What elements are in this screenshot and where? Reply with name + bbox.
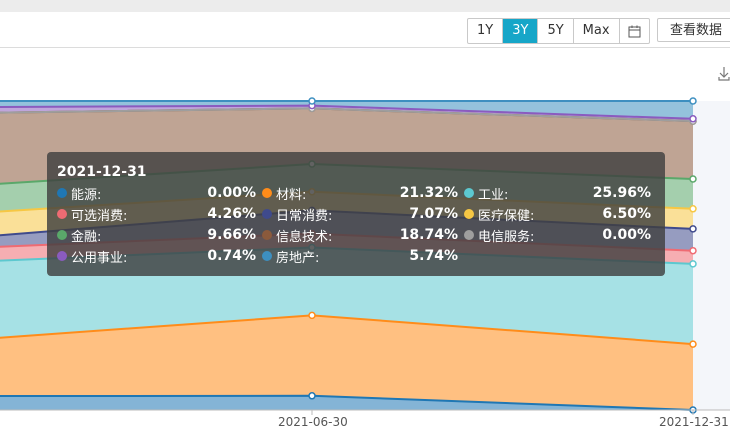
tooltip-item-name: 医疗保健: [478, 208, 535, 224]
tooltip-item-name: 材料: [276, 187, 307, 203]
tooltip-item-name: 金融: [71, 229, 102, 245]
area-series [0, 315, 693, 410]
legend-dot-icon [57, 230, 67, 240]
top-strip [0, 0, 730, 12]
legend-dot-icon [464, 209, 474, 219]
tooltip-item: 医疗保健: 6.50% [464, 205, 657, 224]
tooltip-item: 公用事业: 0.74% [57, 247, 262, 266]
tooltip-item: 可选消费: 4.26% [57, 205, 262, 224]
download-icon[interactable] [718, 66, 730, 82]
x-tick-label: 2021-06-30 [278, 415, 348, 429]
data-point[interactable] [689, 115, 697, 123]
tooltip-item-value: 6.50% [602, 206, 651, 222]
plot-bg-right [693, 101, 730, 410]
tooltip-item-value: 4.26% [207, 206, 256, 222]
data-point[interactable] [689, 205, 697, 213]
tooltip-item-name: 房地产: [276, 250, 320, 266]
range-selector: 1Y 3Y 5Y Max [467, 18, 650, 44]
tooltip-item: 日常消费: 7.07% [262, 205, 464, 224]
tooltip-item-name: 能源: [71, 187, 102, 203]
tooltip-item-value: 25.96% [592, 185, 651, 201]
tooltip-item-value: 9.66% [207, 227, 256, 243]
tooltip-item: 工业: 25.96% [464, 184, 657, 203]
tooltip-item-name: 可选消费: [71, 208, 128, 224]
legend-dot-icon [262, 209, 272, 219]
legend-dot-icon [57, 251, 67, 261]
area-series [0, 395, 693, 410]
tooltip-item: 能源: 0.00% [57, 184, 262, 203]
legend-dot-icon [464, 188, 474, 198]
legend-dot-icon [464, 230, 474, 240]
legend-dot-icon [57, 209, 67, 219]
data-point[interactable] [689, 246, 697, 255]
tooltip-item-value: 5.74% [409, 248, 458, 264]
tooltip-item-value: 0.00% [602, 227, 651, 243]
tooltip-item: 信息技术: 18.74% [262, 226, 464, 245]
view-data-button[interactable]: 查看数据 [657, 18, 730, 42]
tooltip-item-name: 信息技术: [276, 229, 333, 245]
data-point[interactable] [689, 260, 697, 268]
tooltip-item-name: 日常消费: [276, 208, 333, 224]
legend-dot-icon [57, 188, 67, 198]
range-1y-button[interactable]: 1Y [468, 19, 504, 43]
data-point[interactable] [308, 392, 316, 400]
data-point[interactable] [308, 97, 316, 105]
data-point[interactable] [689, 340, 697, 348]
chart-tooltip: 2021-12-31 能源: 0.00% 材料: 21.32% 工业: 25.96% 可选消… [47, 152, 665, 276]
legend-dot-icon [262, 251, 272, 261]
tooltip-item-value: 21.32% [399, 185, 458, 201]
tooltip-grid: 能源: 0.00% 材料: 21.32% 工业: 25.96% 可选消费: 4.26% 日常消费… [57, 184, 657, 266]
tooltip-item: 材料: 21.32% [262, 184, 464, 203]
tooltip-item-value: 18.74% [399, 227, 458, 243]
legend-dot-icon [262, 230, 272, 240]
range-3y-button[interactable]: 3Y [503, 19, 539, 43]
range-max-button[interactable]: Max [574, 19, 620, 43]
data-point[interactable] [308, 311, 316, 320]
tooltip-item-value: 0.00% [207, 185, 256, 201]
tooltip-item: 金融: 9.66% [57, 226, 262, 245]
range-5y-button[interactable]: 5Y [538, 19, 574, 43]
tooltip-item-name: 工业: [478, 187, 509, 203]
calendar-button[interactable] [620, 19, 649, 43]
data-point[interactable] [689, 97, 697, 105]
toolbar-divider [0, 47, 730, 48]
tooltip-item-value: 0.74% [207, 248, 256, 264]
tooltip-item-name: 电信服务: [478, 229, 535, 245]
legend-dot-icon [262, 188, 272, 198]
tooltip-date: 2021-12-31 [57, 164, 147, 180]
tooltip-item: 电信服务: 0.00% [464, 226, 657, 245]
tooltip-item: 房地产: 5.74% [262, 247, 464, 266]
tooltip-item-value: 7.07% [409, 206, 458, 222]
data-point[interactable] [689, 175, 697, 183]
data-point[interactable] [689, 225, 697, 233]
tooltip-item-name: 公用事业: [71, 250, 128, 266]
calendar-icon [628, 25, 641, 37]
x-tick-label: 2021-12-31 [659, 415, 729, 429]
